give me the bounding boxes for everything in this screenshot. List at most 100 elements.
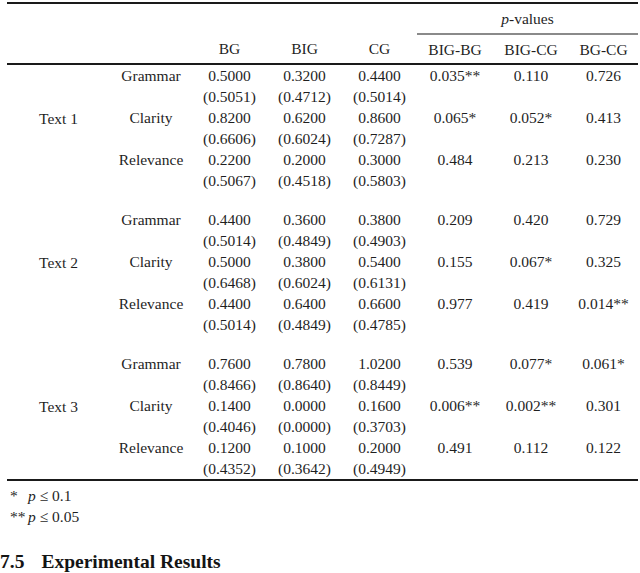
mean-value: 0.3800 <box>267 251 342 272</box>
sd-value: (0.4518) <box>267 170 342 191</box>
p-value: 0.301 <box>569 395 638 416</box>
results-table: p-values BG BIG CG BIG-BG BIG-CG BG-CG T… <box>7 2 638 481</box>
criterion-label: Clarity <box>110 107 192 128</box>
sd-value: (0.4949) <box>342 458 417 480</box>
text-label: Text 2 <box>7 209 110 335</box>
cell-empty <box>417 272 638 293</box>
table-footnotes: *p ≤ 0.1 **p ≤ 0.05 <box>10 485 640 527</box>
cell-empty <box>417 170 638 191</box>
table-row: Text 1 Grammar 0.5000 0.3200 0.4400 0.03… <box>7 64 638 86</box>
mean-value: 0.3000 <box>342 149 417 170</box>
sd-value: (0.5014) <box>192 230 267 251</box>
sd-value: (0.5014) <box>342 86 417 107</box>
sd-value: (0.4849) <box>267 230 342 251</box>
cell-empty <box>110 128 192 149</box>
section-number: 7.5 <box>0 551 24 572</box>
p-value: 0.155 <box>417 251 493 272</box>
header-spacer <box>7 34 110 64</box>
cell-empty <box>110 416 192 437</box>
paper-page: p-values BG BIG CG BIG-BG BIG-CG BG-CG T… <box>0 0 640 573</box>
sd-value: (0.5051) <box>192 86 267 107</box>
mean-value: 0.6600 <box>342 293 417 314</box>
cell-empty <box>417 230 638 251</box>
criterion-label: Relevance <box>110 293 192 314</box>
mean-value: 0.6200 <box>267 107 342 128</box>
cell-empty <box>110 314 192 335</box>
p-value: 0.002** <box>493 395 569 416</box>
criterion-label: Grammar <box>110 353 192 374</box>
mean-value: 0.2000 <box>267 149 342 170</box>
mean-value: 0.6400 <box>267 293 342 314</box>
mean-value: 0.1400 <box>192 395 267 416</box>
sd-value: (0.4352) <box>192 458 267 480</box>
p-value: 0.413 <box>569 107 638 128</box>
p-value: 0.491 <box>417 437 493 458</box>
p-value: 0.729 <box>569 209 638 230</box>
criterion-label: Clarity <box>110 251 192 272</box>
sd-value: (0.6024) <box>267 128 342 149</box>
sd-value: (0.8449) <box>342 374 417 395</box>
significance-footnote: *p ≤ 0.1 <box>10 485 640 506</box>
footnote-marker: * <box>10 485 28 506</box>
section-heading: 7.5Experimental Results <box>0 550 640 573</box>
p-value: 0.077* <box>493 353 569 374</box>
mean-value: 0.4400 <box>192 209 267 230</box>
column-header-bg: BG <box>192 34 267 64</box>
mean-value: 0.8600 <box>342 107 417 128</box>
table-row: p-values <box>7 3 638 34</box>
mean-value: 0.2000 <box>342 437 417 458</box>
cell-empty <box>7 335 638 353</box>
footnote-condition: ≤ 0.05 <box>40 508 80 525</box>
p-value: 0.419 <box>493 293 569 314</box>
sd-value: (0.4903) <box>342 230 417 251</box>
mean-value: 0.3800 <box>342 209 417 230</box>
mean-value: 0.8200 <box>192 107 267 128</box>
p-value: 0.006** <box>417 395 493 416</box>
mean-value: 0.1000 <box>267 437 342 458</box>
criterion-label: Grammar <box>110 64 192 86</box>
cell-empty <box>110 86 192 107</box>
column-header-big-cg: BIG-CG <box>493 34 569 64</box>
p-value: 0.014** <box>569 293 638 314</box>
cell-empty <box>110 374 192 395</box>
mean-value: 0.5400 <box>342 251 417 272</box>
sd-value: (0.6606) <box>192 128 267 149</box>
cell-empty <box>7 191 638 209</box>
mean-value: 0.2200 <box>192 149 267 170</box>
mean-value: 0.3200 <box>267 64 342 86</box>
p-value: 0.325 <box>569 251 638 272</box>
p-value: 0.110 <box>493 64 569 86</box>
sd-value: (0.6468) <box>192 272 267 293</box>
sd-value: (0.5014) <box>192 314 267 335</box>
p-value: 0.067* <box>493 251 569 272</box>
column-header-big-bg: BIG-BG <box>417 34 493 64</box>
cell-empty <box>417 314 638 335</box>
footnote-var: p <box>28 508 36 525</box>
p-value: 0.213 <box>493 149 569 170</box>
sd-value: (0.4849) <box>267 314 342 335</box>
sd-value: (0.4785) <box>342 314 417 335</box>
mean-value: 0.4400 <box>192 293 267 314</box>
criterion-label: Relevance <box>110 149 192 170</box>
p-value: 0.112 <box>493 437 569 458</box>
pvalues-group-header: p-values <box>417 3 638 34</box>
mean-value: 1.0200 <box>342 353 417 374</box>
p-value: 0.230 <box>569 149 638 170</box>
p-value: 0.484 <box>417 149 493 170</box>
p-value: 0.726 <box>569 64 638 86</box>
column-header-bg-cg: BG-CG <box>569 34 638 64</box>
p-value: 0.539 <box>417 353 493 374</box>
cell-empty <box>417 416 638 437</box>
sd-value: (0.3703) <box>342 416 417 437</box>
table-row: Text 2 Grammar 0.4400 0.3600 0.3800 0.20… <box>7 209 638 230</box>
mean-value: 0.3600 <box>267 209 342 230</box>
sd-value: (0.5803) <box>342 170 417 191</box>
significance-footnote: **p ≤ 0.05 <box>10 506 640 527</box>
mean-value: 0.5000 <box>192 64 267 86</box>
header-spacer <box>7 3 417 34</box>
column-header-big: BIG <box>267 34 342 64</box>
p-value: 0.209 <box>417 209 493 230</box>
sd-value: (0.6131) <box>342 272 417 293</box>
pvalues-var: p <box>501 10 509 27</box>
pvalues-suffix: -values <box>509 10 554 27</box>
